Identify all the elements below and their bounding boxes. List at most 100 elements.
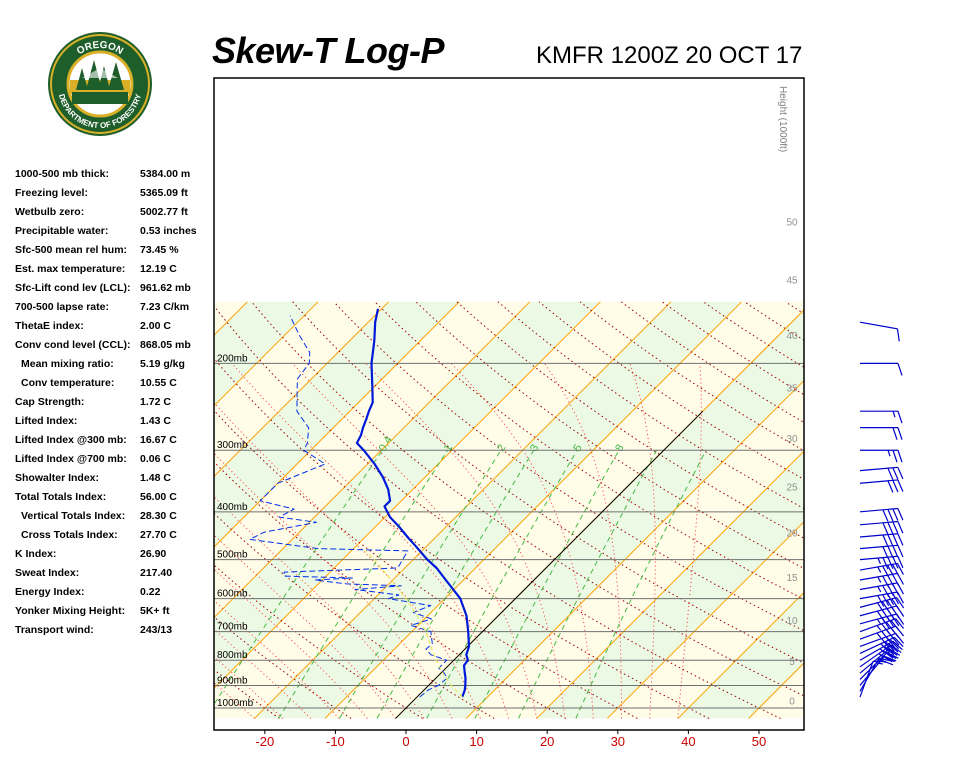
height-tick-label: 15: [786, 573, 798, 584]
index-label: Energy Index:: [15, 586, 85, 598]
index-value: 217.40: [140, 567, 173, 579]
index-value: 10.55 C: [140, 377, 177, 389]
wind-barb-flag: [897, 508, 904, 521]
pressure-label: 500mb: [217, 550, 248, 561]
wind-barb-flag: [892, 545, 899, 558]
wind-barb-flag: [888, 643, 899, 653]
wind-barb-flag: [882, 557, 889, 570]
wind-barb: [859, 596, 905, 614]
oregon-forestry-logo: OREGON DEPARTMENT OF FORESTRY: [48, 32, 152, 136]
index-row: Vertical Totals Index: 28.30 C: [15, 510, 215, 529]
isotherm-line: [677, 591, 804, 719]
index-label: Transport wind:: [15, 624, 94, 636]
index-row: Sfc-Lift cond lev (LCL): 961.62 mb: [15, 282, 215, 301]
wind-barb-staff: [859, 655, 885, 686]
wind-barb-flag: [897, 410, 903, 424]
height-tick-label: 5: [789, 657, 795, 668]
stability-indices-list: 1000-500 mb thick: 5384.00 m Freezing leve…: [15, 168, 215, 643]
index-label: Lifted Index @700 mb:: [15, 453, 127, 465]
moist-adiabat: [629, 363, 656, 719]
isotherm-line: [536, 450, 804, 719]
wind-barb-flag: [892, 467, 899, 480]
pressure-label: 800mb: [217, 650, 248, 661]
isotherm-line: [0, 302, 36, 719]
mixing-ratio-label: 8: [613, 442, 626, 453]
index-row: Cross Totals Index: 27.70 C: [15, 529, 215, 548]
wind-barb-flag: [896, 563, 904, 575]
wind-barb-flag: [883, 645, 895, 656]
wind-barb: [859, 572, 904, 588]
height-tick-label: 0: [789, 697, 795, 708]
wind-barb-flag: [886, 647, 898, 656]
index-label: Conv temperature:: [21, 377, 115, 389]
wind-barb-flag: [896, 328, 900, 342]
wind-barb-half: [878, 653, 885, 658]
index-row: 700-500 lapse rate: 7.23 C/km: [15, 301, 215, 320]
isotherm-line: [0, 302, 177, 719]
index-value: 5365.09 ft: [140, 187, 188, 199]
wind-barb-flag: [892, 556, 899, 569]
height-tick-label: 40: [786, 331, 798, 342]
pressure-label: 600mb: [217, 589, 248, 600]
pressure-label: 900mb: [217, 675, 248, 686]
moist-adiabat: [451, 363, 594, 719]
wind-barb-flag: [881, 630, 890, 642]
wind-barb-flag: [897, 467, 904, 480]
wind-barb-flag: [896, 597, 905, 609]
wind-barb-flag: [892, 427, 898, 440]
index-row: Precipitable water: 0.53 inches: [15, 225, 215, 244]
wind-barb: [859, 479, 904, 493]
plot-area: 0.4 1 2 3 5 8: [0, 301, 804, 719]
wind-barb-half: [879, 648, 886, 654]
isotherm-line: [254, 301, 672, 719]
wind-barb-staff: [859, 520, 898, 526]
index-row: Sfc-500 mean rel hum: 73.45 %: [15, 244, 215, 263]
wind-barb-flag: [885, 621, 895, 633]
wind-barb: [860, 449, 903, 463]
wind-barb-flag: [887, 556, 894, 569]
wind-barb: [859, 533, 904, 547]
index-row: Est. max temperature: 12.19 C: [15, 263, 215, 282]
wind-barb-flag: [886, 599, 895, 612]
wind-barb-half: [876, 625, 882, 631]
index-row: ThetaE index: 2.00 C: [15, 320, 215, 339]
wind-barb-staff: [859, 555, 898, 561]
index-value: 27.70 C: [140, 529, 177, 541]
wind-barb-flag: [897, 533, 904, 546]
station-time-label: KMFR 1200Z 20 OCT 17: [536, 42, 803, 69]
wind-barb-flag: [884, 641, 895, 652]
wind-barb-flag: [887, 564, 895, 577]
wind-barb: [860, 362, 903, 376]
wind-barb-staff: [859, 632, 896, 647]
index-row: Transport wind: 243/13: [15, 624, 215, 643]
index-value: 1.72 C: [140, 396, 171, 408]
wind-barb-flag: [882, 546, 889, 559]
mixing-ratio-line: [278, 449, 449, 719]
index-row: 1000-500 mb thick: 5384.00 m: [15, 168, 215, 187]
wind-barb: [860, 410, 903, 424]
index-value: 0.06 C: [140, 453, 171, 465]
moist-adiabat: [214, 628, 312, 719]
index-value: 1.43 C: [140, 415, 171, 427]
x-tick-label: -20: [255, 734, 274, 749]
wind-barb-staff: [859, 533, 898, 538]
index-row: Lifted Index @300 mb: 16.67 C: [15, 434, 215, 453]
wind-barb-flag: [890, 619, 900, 631]
wind-barb-staff: [859, 572, 898, 581]
dry-adiabat: [0, 302, 136, 719]
index-row: Mean mixing ratio: 5.19 g/kg: [15, 358, 215, 377]
wind-barb: [859, 652, 899, 680]
wind-barb: [859, 544, 904, 559]
wind-barb-flag: [882, 585, 890, 597]
index-row: Energy Index: 0.22: [15, 586, 215, 605]
wind-barb: [859, 555, 904, 570]
isotherm-band: [214, 301, 671, 719]
wind-barb-flag: [882, 650, 894, 659]
wind-barb-flag: [895, 618, 905, 629]
wind-barb: [859, 466, 904, 481]
x-tick-label: -10: [326, 734, 345, 749]
wind-barb-flag: [887, 522, 894, 535]
wind-barb-flag: [889, 639, 900, 650]
mixing-ratio-label: 5: [571, 442, 584, 453]
index-value: 16.67 C: [140, 434, 177, 446]
